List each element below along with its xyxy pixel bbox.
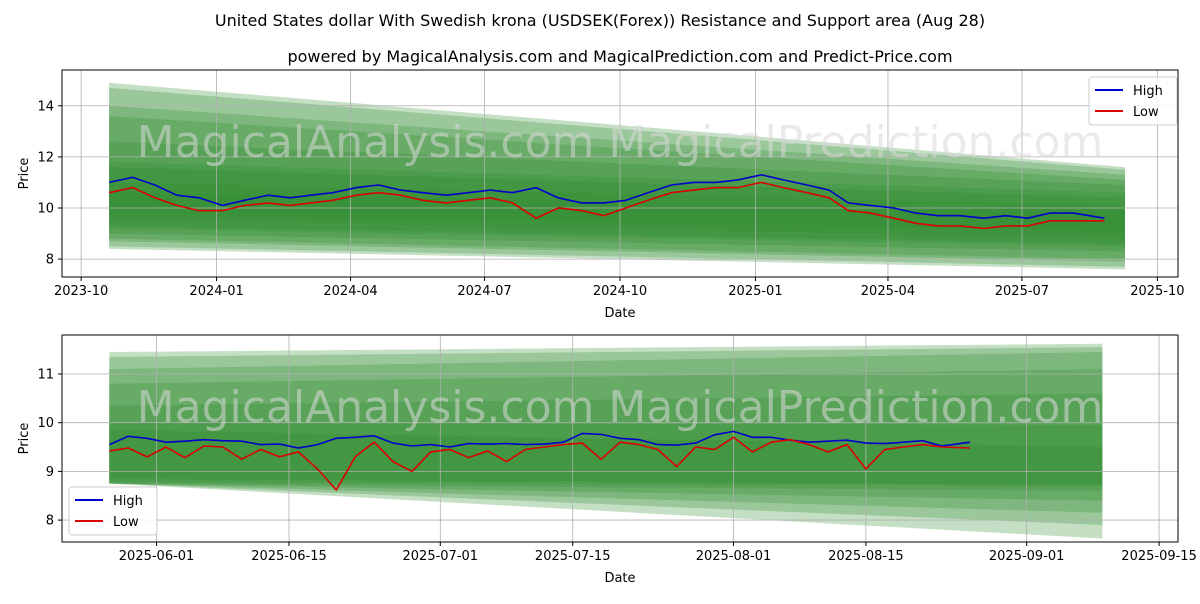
series-line-high [108,173,1105,220]
y-tick-label: 8 [46,514,54,529]
watermark-text: MagicalAnalysis.com MagicalPrediction.co… [137,117,1104,168]
chart-title: United States dollar With Swedish krona … [215,11,985,30]
x-tick-label: 2025-07 [995,284,1049,299]
x-tick-label: 2024-10 [593,284,647,299]
plot-frame [61,334,1179,543]
legend: High Low [1088,76,1178,126]
x-tick-label: 2025-01 [728,284,782,299]
support-resistance-band [109,141,1125,252]
series-line-high [108,430,971,449]
y-tick-label: 10 [37,202,54,217]
support-resistance-band [109,105,1125,262]
x-tick-label: 2025-08-01 [696,549,772,564]
support-resistance-band [109,352,1103,513]
x-tick-label: 2024-01 [189,284,243,299]
legend-label-low: Low [1133,105,1159,120]
watermark-text: MagicalAnalysis.com MagicalPrediction.co… [137,382,1104,433]
support-resistance-band [109,343,1103,539]
y-tick-label: 12 [37,150,54,165]
legend-label-low: Low [113,515,139,530]
x-tick-label: 2025-06-15 [251,549,327,564]
series-line-low [109,436,970,492]
x-tick-label: 2025-07-15 [535,549,611,564]
y-tick-label: 10 [37,416,54,431]
x-tick-label: 2025-09-15 [1121,549,1197,564]
y-tick-label: 11 [37,367,54,382]
support-resistance-band [109,82,1125,270]
bottom-chart-panel: MagicalAnalysis.com MagicalPrediction.co… [17,334,1197,586]
support-resistance-band [109,116,1125,260]
plot-area: MagicalAnalysis.com MagicalPrediction.co… [62,70,1178,277]
plot-area: MagicalAnalysis.com MagicalPrediction.co… [62,335,1178,542]
y-axis-label: Price [17,158,32,190]
top-chart-panel: MagicalAnalysis.com MagicalPrediction.co… [17,69,1185,321]
legend: High Low [68,486,158,536]
series-line-low [108,181,1105,230]
support-resistance-band [109,393,1103,491]
x-tick-label: 2025-10 [1130,284,1184,299]
y-tick-label: 8 [46,253,54,268]
chart-subtitle: powered by MagicalAnalysis.com and Magic… [287,47,952,66]
x-tick-label: 2025-09-01 [989,549,1065,564]
support-resistance-band [109,162,1125,247]
x-tick-label: 2024-04 [323,284,377,299]
x-axis-label: Date [604,571,635,586]
y-tick-label: 14 [37,99,54,114]
x-tick-label: 2023-10 [54,284,108,299]
support-resistance-band [109,87,1125,267]
x-tick-label: 2025-04 [861,284,915,299]
x-tick-label: 2025-07-01 [403,549,479,564]
y-tick-label: 9 [46,465,54,480]
x-tick-label: 2025-06-01 [119,549,195,564]
legend-label-high: High [113,494,143,509]
legend-label-high: High [1133,84,1163,99]
y-axis-label: Price [17,423,32,455]
x-tick-label: 2024-07 [457,284,511,299]
x-tick-label: 2025-08-15 [828,549,904,564]
x-axis-label: Date [604,306,635,321]
